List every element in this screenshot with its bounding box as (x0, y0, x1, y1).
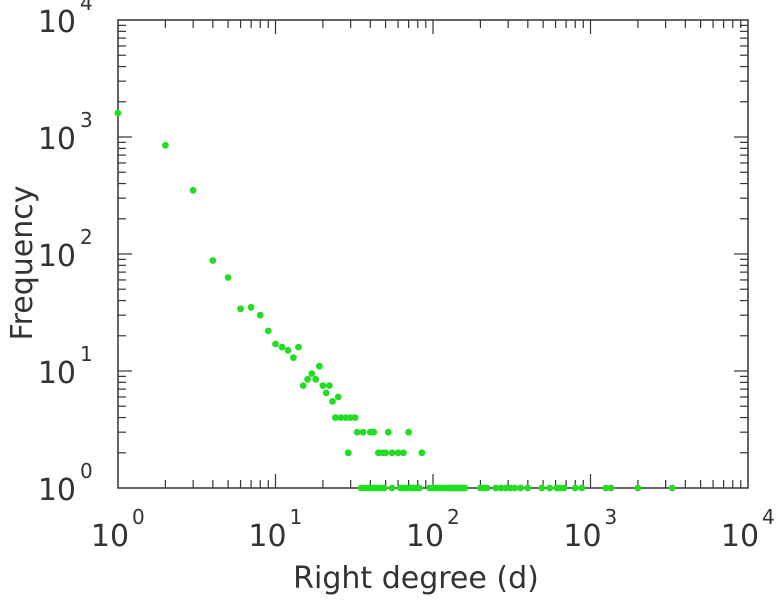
data-point (351, 414, 359, 421)
data-point (602, 484, 610, 492)
data-point (304, 375, 311, 383)
x-tick-exponent: 3 (605, 505, 618, 529)
data-point (162, 141, 169, 149)
y-tick-exponent: 0 (80, 459, 93, 483)
data-point (224, 274, 232, 281)
data-point (337, 414, 345, 421)
data-point (517, 484, 524, 492)
x-tick-exponent: 2 (447, 505, 460, 529)
y-axis-title: Frequency (5, 186, 40, 341)
data-point (405, 428, 412, 436)
x-tick-label: 10 (406, 519, 444, 554)
plot-frame (117, 19, 749, 489)
data-point (189, 186, 197, 194)
data-point (380, 484, 388, 492)
data-point (319, 382, 327, 389)
data-point (560, 484, 568, 492)
data-point (511, 484, 519, 492)
data-point (578, 484, 586, 492)
y-tick-label: 10 (38, 122, 76, 157)
data-point (329, 398, 336, 405)
data-point (483, 484, 491, 492)
data-point (370, 428, 378, 436)
data-point (497, 484, 505, 492)
x-tick-label: 10 (91, 519, 129, 554)
data-point (209, 257, 217, 264)
y-tick-label: 10 (38, 473, 76, 508)
data-point (524, 484, 532, 492)
data-point (299, 382, 307, 389)
data-point (634, 484, 642, 492)
data-point (416, 484, 423, 492)
data-point (334, 393, 342, 401)
data-point (353, 428, 361, 436)
data-point (607, 484, 615, 492)
y-tick-exponent: 2 (80, 225, 93, 249)
data-point (400, 449, 407, 457)
data-point (322, 389, 330, 397)
data-point (237, 305, 245, 313)
data-point (332, 414, 339, 421)
y-tick-label: 10 (38, 356, 76, 391)
data-point (388, 449, 396, 457)
x-axis-title: Right degree (d) (293, 561, 539, 596)
data-point (295, 343, 302, 351)
data-point (247, 303, 255, 311)
data-point (492, 484, 500, 492)
data-point (256, 311, 264, 319)
data-point (538, 484, 546, 492)
y-tick-label: 10 (38, 239, 76, 274)
x-tick-exponent: 1 (290, 505, 303, 529)
data-point (418, 449, 426, 457)
data-point (316, 362, 323, 370)
data-point (114, 109, 122, 117)
y-tick-exponent: 1 (80, 342, 93, 366)
data-point (461, 484, 469, 492)
data-point (359, 428, 367, 436)
x-tick-label: 10 (563, 519, 601, 554)
x-tick-label: 10 (721, 519, 759, 554)
y-tick-label: 10 (38, 5, 76, 40)
data-point (382, 449, 389, 457)
data-point (264, 327, 272, 335)
data-point (546, 484, 553, 492)
data-point (344, 449, 352, 457)
data-point (388, 484, 396, 492)
data-point (308, 370, 316, 377)
data-point (290, 354, 297, 362)
data-point (312, 375, 320, 383)
data-point (272, 340, 279, 348)
data-point (326, 382, 333, 389)
data-point (571, 484, 579, 492)
y-tick-exponent: 3 (80, 108, 93, 132)
data-point (278, 343, 286, 351)
y-tick-exponent: 4 (80, 0, 93, 15)
data-points (114, 109, 676, 492)
data-point (384, 428, 392, 436)
data-point (394, 449, 402, 457)
x-tick-label: 10 (248, 519, 286, 554)
data-point (668, 484, 676, 492)
x-tick-exponent: 4 (762, 505, 775, 529)
minor-ticks (118, 20, 748, 488)
data-point (342, 414, 350, 421)
x-tick-exponent: 0 (132, 505, 145, 529)
data-point (284, 347, 292, 354)
